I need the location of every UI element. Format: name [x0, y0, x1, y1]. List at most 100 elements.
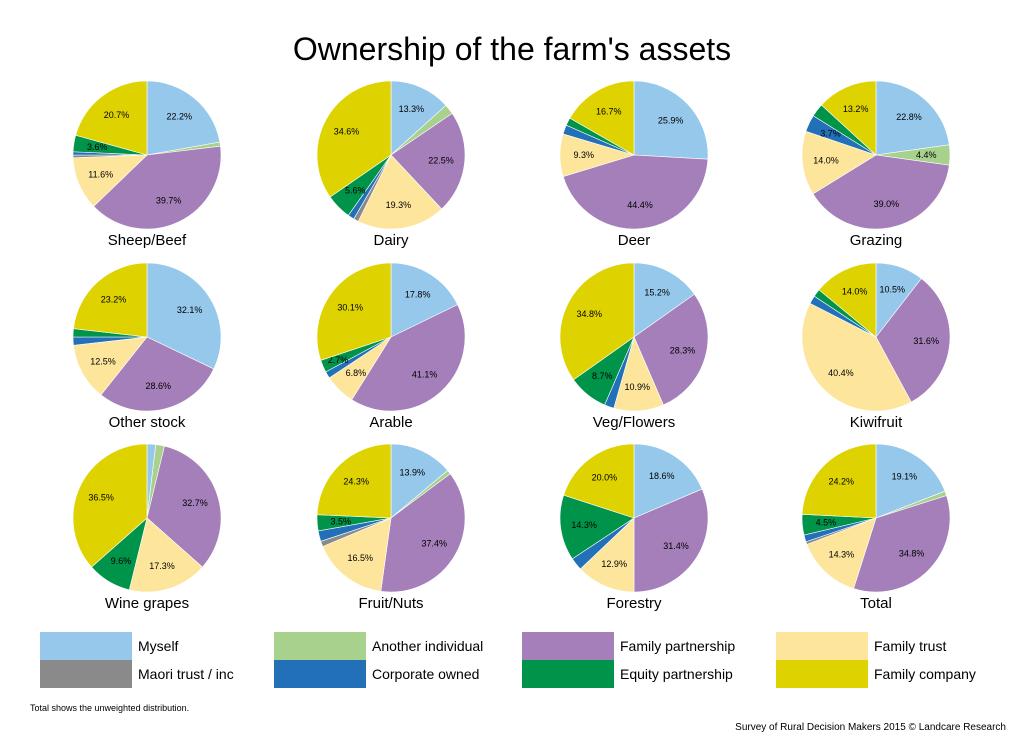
data-label: 2.7%	[328, 355, 349, 365]
pie-slice-family-partnership	[380, 473, 466, 593]
pie-slice-family-company	[316, 262, 392, 361]
legend-label: Family partnership	[620, 638, 736, 654]
pie-title: Fruit/Nuts	[358, 595, 423, 612]
source-credit: Survey of Rural Decision Makers 2015 © L…	[735, 722, 1006, 733]
data-label: 13.9%	[400, 467, 426, 477]
legend-label: Family company	[874, 666, 976, 682]
data-label: 3.6%	[87, 142, 108, 152]
data-label: 15.2%	[644, 287, 670, 297]
pie-slice-family-company	[316, 80, 392, 198]
data-label: 34.8%	[577, 309, 603, 319]
pie-title: Total	[860, 595, 892, 612]
data-label: 32.1%	[177, 305, 203, 315]
data-label: 19.1%	[892, 472, 918, 482]
pie-slice-family-trust	[579, 517, 635, 593]
data-label: 16.7%	[596, 106, 622, 116]
legend-label: Another individual	[372, 638, 484, 654]
data-label: 13.3%	[399, 104, 425, 114]
data-label: 37.4%	[422, 539, 448, 549]
pie-title: Veg/Flowers	[593, 414, 676, 431]
pie-title: Arable	[369, 414, 412, 431]
pie-slice-myself	[633, 80, 709, 160]
pie-slice-family-partnership	[146, 445, 222, 568]
legend-swatch	[274, 632, 366, 660]
legend-item: Another individual	[274, 632, 483, 660]
data-label: 39.0%	[874, 199, 900, 209]
data-label: 22.2%	[167, 111, 193, 121]
data-label: 28.6%	[146, 381, 172, 391]
data-label: 25.9%	[658, 115, 684, 125]
legend-swatch	[40, 660, 132, 688]
pie-arable: 17.8% 41.1% 6.8% 2.7% 30.1% Arable	[316, 262, 466, 431]
data-label: 44.4%	[627, 200, 653, 210]
data-label: 36.5%	[88, 492, 114, 502]
pie-slice-equity-partnership	[559, 494, 635, 560]
data-label: 24.2%	[829, 477, 855, 487]
data-label: 31.4%	[663, 541, 689, 551]
data-label: 30.1%	[337, 303, 363, 313]
pie-slice-family-trust	[357, 154, 443, 230]
pie-slice-family-partnership	[562, 154, 709, 230]
pie-title: Kiwifruit	[850, 414, 903, 431]
data-label: 10.9%	[625, 382, 651, 392]
legend-item: Myself	[40, 632, 178, 660]
pie-slice-myself	[875, 80, 950, 156]
data-label: 17.3%	[149, 561, 175, 571]
data-label: 6.8%	[346, 368, 367, 378]
chart-title: Ownership of the farm's assets	[293, 31, 731, 67]
pie-slice-family-company	[569, 80, 635, 156]
pie-title: Sheep/Beef	[108, 232, 187, 249]
legend-item: Family trust	[776, 632, 946, 660]
data-label: 24.3%	[343, 477, 369, 487]
data-label: 14.3%	[571, 520, 597, 530]
pie-slice-family-trust	[801, 302, 912, 412]
data-label: 23.2%	[101, 295, 127, 305]
data-label: 41.1%	[412, 369, 438, 379]
data-label: 22.8%	[896, 112, 922, 122]
pie-slice-family-partnership	[390, 112, 466, 210]
legend-swatch	[776, 660, 868, 688]
pie-forestry: 18.6% 31.4% 12.9% 14.3% 20.0% Forestry	[559, 443, 709, 612]
data-label: 17.8%	[405, 289, 431, 299]
pie-fruit-nuts: 13.9% 37.4% 16.5% 3.5% 24.3% Fruit/Nuts	[316, 443, 466, 612]
pie-slice-myself	[390, 443, 449, 519]
data-label: 5.6%	[345, 185, 366, 195]
data-label: 14.0%	[842, 287, 868, 297]
pie-veg-flowers: 15.2% 28.3% 10.9% 8.7% 34.8% Veg/Flowers	[559, 262, 709, 431]
legend-label: Family trust	[874, 638, 947, 654]
pie-slice-family-company	[73, 262, 148, 338]
pie-slice-family-partnership	[633, 488, 709, 593]
data-label: 12.9%	[601, 559, 627, 569]
data-label: 16.5%	[348, 553, 374, 563]
legend-label: Equity partnership	[620, 666, 733, 682]
legend-swatch	[40, 632, 132, 660]
pie-wine-grapes: 32.7% 17.3% 9.6% 36.5% Wine grapes	[72, 443, 222, 612]
data-label: 39.7%	[156, 196, 182, 206]
data-label: 4.4%	[916, 150, 937, 160]
legend-swatch	[522, 660, 614, 688]
data-label: 11.6%	[88, 170, 113, 180]
legend-item: Family company	[776, 660, 976, 688]
data-label: 14.0%	[813, 156, 839, 166]
pie-slice-family-trust	[73, 336, 148, 396]
data-label: 14.3%	[829, 550, 855, 560]
data-label: 34.8%	[899, 549, 925, 559]
data-label: 31.6%	[913, 336, 939, 346]
pie-slice-myself	[146, 80, 221, 156]
footnote: Total shows the unweighted distribution.	[30, 703, 190, 713]
pie-slice-myself	[146, 262, 222, 370]
legend-label: Maori trust / inc	[138, 666, 234, 682]
data-label: 32.7%	[182, 498, 208, 508]
pie-slice-family-trust	[128, 517, 203, 593]
pie-slice-family-partnership	[351, 304, 466, 412]
pie-slice-family-trust	[806, 517, 877, 589]
data-label: 4.5%	[816, 518, 837, 528]
pie-slice-myself	[390, 80, 447, 156]
pie-title: Dairy	[373, 232, 409, 249]
pie-sheep-beef: 22.2% 39.7% 11.6% 3.6% 20.7% Sheep/Beef	[72, 80, 222, 249]
data-label: 13.2%	[843, 104, 869, 114]
pie-slice-family-company	[72, 443, 148, 568]
data-label: 20.7%	[104, 110, 130, 120]
